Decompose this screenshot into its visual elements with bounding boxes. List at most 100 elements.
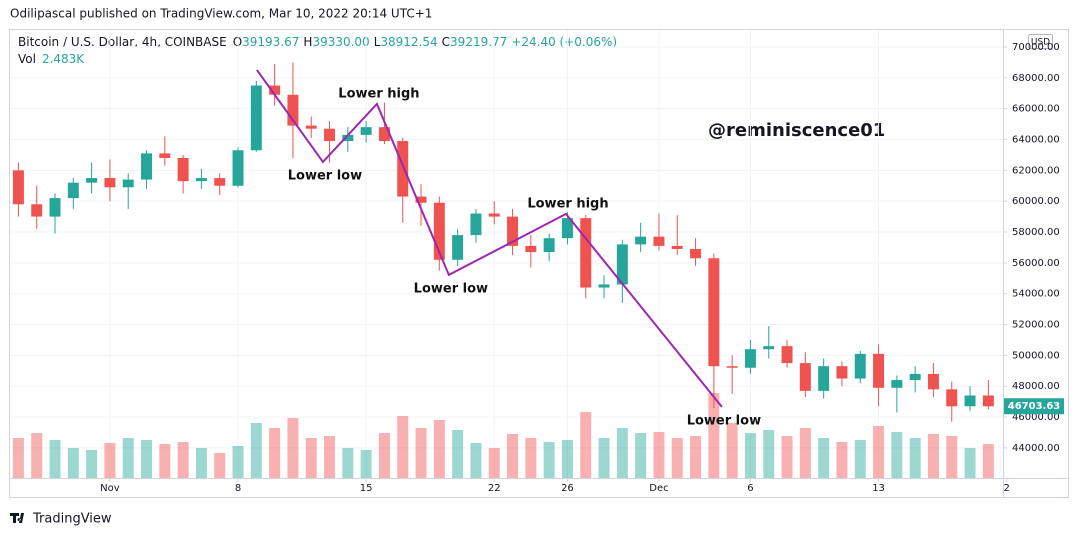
brand-logo	[10, 513, 24, 523]
candle-body	[342, 134, 354, 142]
candle-body	[232, 150, 244, 186]
y-tick-label: 52000.00	[1012, 320, 1060, 331]
volume-bar	[836, 442, 848, 478]
candle-body	[397, 141, 409, 197]
volume-bar	[378, 433, 390, 478]
ohlc-key: L	[374, 35, 381, 49]
volume-bar	[195, 448, 207, 478]
candle-body	[305, 125, 317, 129]
volume-bar	[616, 428, 628, 478]
candle-body	[616, 244, 628, 285]
candle-body	[250, 85, 262, 151]
x-tick-label: 22	[488, 483, 501, 494]
volume-bar	[470, 443, 482, 478]
ohlc-key: H	[303, 35, 312, 49]
volume-bar	[708, 393, 720, 478]
candle-body	[891, 380, 903, 388]
y-tick-label: 50000.00	[1012, 350, 1060, 361]
candle-body	[452, 235, 464, 260]
annotation-label: Lower high	[527, 196, 608, 211]
volume-bar	[946, 436, 958, 478]
zigzag-line	[256, 69, 723, 408]
candle-body	[287, 94, 299, 126]
candle-body	[195, 178, 207, 182]
candle-body	[507, 216, 519, 246]
y-tick-label: 46000.00	[1012, 412, 1060, 423]
volume-bar	[86, 450, 98, 478]
ohlc-key: C	[442, 35, 450, 49]
symbol-legend: Bitcoin / U.S. Dollar, 4h, COINBASE O3919…	[18, 35, 617, 49]
volume-bar	[250, 423, 262, 478]
candle-body	[671, 245, 683, 249]
volume-bar	[12, 438, 24, 478]
volume-bar	[561, 440, 573, 478]
volume-bar	[415, 428, 427, 478]
annotation-label: Lower low	[414, 281, 488, 296]
volume-legend: Vol 2.483K	[18, 52, 85, 66]
candle-body	[799, 363, 811, 391]
candle-body	[12, 170, 24, 205]
volume-bar	[873, 426, 885, 478]
volume-bar	[177, 442, 189, 478]
y-tick-label: 60000.00	[1012, 196, 1060, 207]
currency-box[interactable]	[1028, 34, 1053, 49]
candle-body	[177, 158, 189, 182]
x-tick-label: Dec	[649, 483, 668, 494]
volume-bar	[744, 433, 756, 478]
volume-bar	[891, 432, 903, 478]
volume-bar	[507, 434, 519, 478]
candle-body	[470, 213, 482, 236]
plot-area	[10, 30, 1003, 478]
candle-body	[763, 346, 775, 350]
x-tick-label: 6	[747, 483, 753, 494]
annotation-label: Lower high	[338, 86, 419, 101]
candle-body	[543, 238, 555, 253]
last-price-label: 46703.63	[1008, 401, 1061, 412]
volume-bar	[635, 433, 647, 478]
volume-bar	[763, 430, 775, 478]
ohlc-value: 38912.54	[380, 35, 437, 49]
y-tick-label: 58000.00	[1012, 227, 1060, 238]
x-tick-label: 15	[360, 483, 373, 494]
y-tick-label: 56000.00	[1012, 258, 1060, 269]
candle-body	[873, 353, 885, 388]
annotation-label: Lower low	[288, 168, 362, 183]
volume-label: Vol	[18, 52, 36, 66]
volume-bar	[49, 440, 61, 478]
candle-body	[744, 349, 756, 368]
volume-bar	[927, 434, 939, 478]
candle-body	[708, 258, 720, 367]
volume-bar	[671, 438, 683, 478]
annotation-label: Lower low	[687, 413, 761, 428]
candle-body	[86, 178, 98, 183]
candle-body	[818, 366, 830, 391]
candle-body	[360, 127, 372, 135]
y-tick-label: 70000.00	[1012, 42, 1060, 53]
volume-bar	[159, 444, 171, 478]
volume-bar	[305, 438, 317, 478]
candle-body	[690, 248, 702, 259]
candle-body	[49, 198, 61, 217]
candle-body	[653, 236, 665, 246]
candle-body	[726, 366, 738, 368]
volume-bar	[598, 438, 610, 478]
ohlc-key: O	[233, 35, 242, 49]
y-tick-label: 44000.00	[1012, 443, 1060, 454]
candle-body	[378, 127, 390, 142]
x-tick-label: 2	[1003, 483, 1009, 494]
y-tick-label: 66000.00	[1012, 104, 1060, 115]
candle-body	[982, 395, 994, 407]
volume-bar	[269, 428, 281, 478]
brand: TradingView	[10, 512, 112, 527]
candle-body	[488, 213, 500, 217]
volume-bar	[104, 443, 116, 478]
volume-bar	[909, 438, 921, 478]
volume-bar	[525, 438, 537, 478]
volume-bar	[854, 440, 866, 478]
candle-body	[67, 182, 79, 199]
last-price-tag	[1004, 398, 1064, 415]
published-line: Odilipascal published on TradingView.com…	[10, 7, 432, 21]
candle-body	[946, 389, 958, 407]
ohlc-value: 39330.00	[312, 35, 369, 49]
